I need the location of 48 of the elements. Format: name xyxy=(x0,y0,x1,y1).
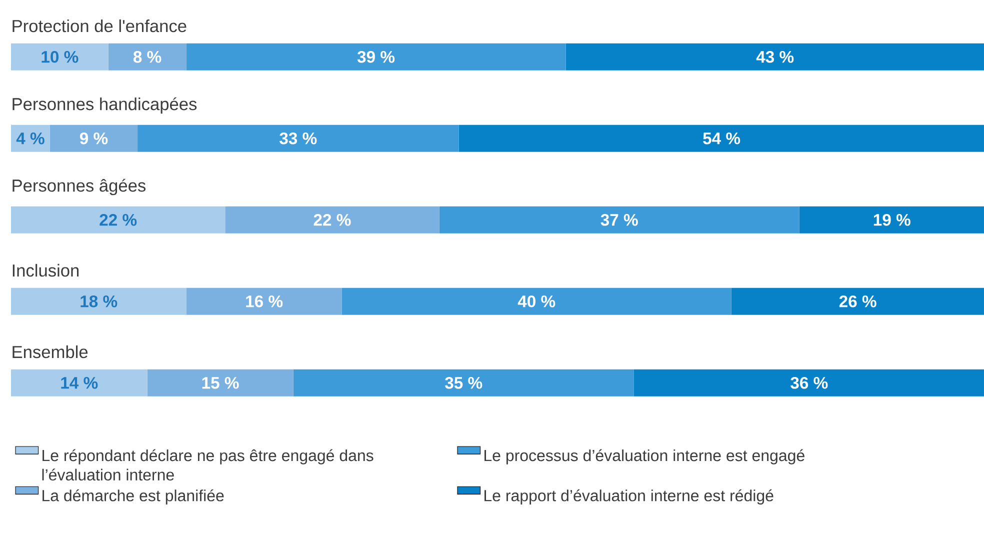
y-tick-label: Inclusion xyxy=(12,264,79,277)
data-label: 40 % xyxy=(518,295,556,308)
bar xyxy=(439,206,800,234)
data-label: 22 % xyxy=(100,214,137,226)
bar xyxy=(11,288,186,315)
data-label: 33 % xyxy=(280,132,317,144)
bar xyxy=(458,124,984,152)
bar xyxy=(293,369,634,396)
bar xyxy=(731,288,984,315)
data-label: 26 % xyxy=(839,295,876,308)
bar xyxy=(11,43,108,70)
y-tick-label: Ensemble xyxy=(12,345,88,358)
data-label: 14 % xyxy=(61,377,98,389)
bar xyxy=(50,124,138,152)
legend-label: La démarche est planifiée xyxy=(42,489,224,504)
bar xyxy=(147,369,294,396)
data-label: 22 % xyxy=(314,214,351,226)
bar xyxy=(186,288,342,315)
data-label: 39 % xyxy=(357,50,395,63)
data-label: 54 % xyxy=(703,132,740,144)
bar xyxy=(108,43,186,70)
data-label: 15 % xyxy=(202,376,239,389)
bar xyxy=(799,206,984,234)
data-label: 9 % xyxy=(80,132,108,144)
legend-label: Le rapport d’évaluation interne est rédigé xyxy=(484,489,774,504)
data-label: 18 % xyxy=(80,295,118,308)
bar xyxy=(634,369,984,396)
data-label: 35 % xyxy=(444,376,482,389)
data-label: 8 % xyxy=(133,51,162,63)
data-label: 10 % xyxy=(42,51,78,63)
data-label: 19 % xyxy=(874,214,910,226)
bar xyxy=(225,206,440,234)
bar xyxy=(186,43,566,70)
legend-label: Le répondant déclare ne pas être engagé dans l’évaluation interne xyxy=(42,449,374,481)
data-label: 16 % xyxy=(246,295,283,308)
legend-label: Le processus d’évaluation interne est engagé xyxy=(484,449,804,464)
bar xyxy=(342,288,732,315)
data-label: 4 % xyxy=(16,132,44,144)
data-label: 37 % xyxy=(600,214,638,226)
y-tick-label: Personnes handicapées xyxy=(12,97,197,114)
data-label: 36 % xyxy=(790,376,828,389)
bar xyxy=(11,206,226,234)
bar xyxy=(138,124,459,152)
data-label: 43 % xyxy=(756,50,794,63)
y-tick-label: Personnes âgées xyxy=(12,178,146,196)
bar xyxy=(11,369,148,396)
y-tick-label: Protection de l'enfance xyxy=(12,19,186,32)
bar xyxy=(566,43,984,70)
